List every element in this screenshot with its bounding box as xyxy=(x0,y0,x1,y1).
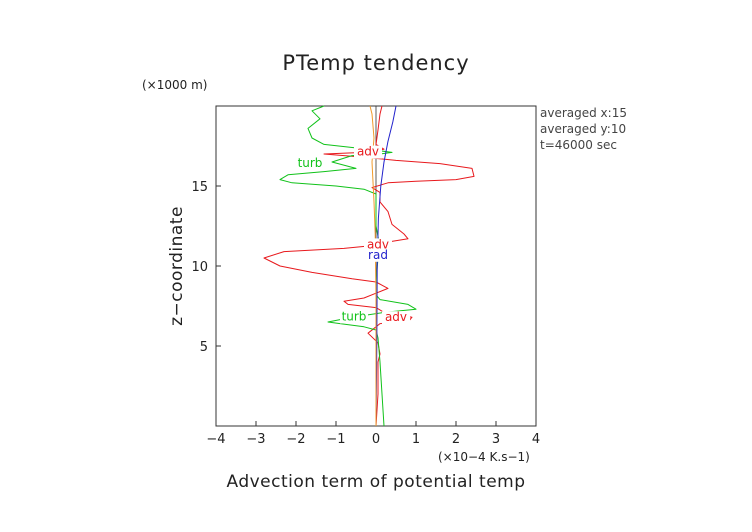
series-line-rad xyxy=(375,105,397,427)
x-tick-label: −4 xyxy=(206,432,225,447)
x-unit-label: (×10−4 K.s−1) xyxy=(438,450,530,464)
x-tick-label: 0 xyxy=(372,432,380,447)
series-line-series-4 xyxy=(369,105,377,426)
curve-label-turb: turb xyxy=(298,156,323,170)
annotation-averaged-x: averaged x:15 xyxy=(540,106,627,120)
curve-label-background xyxy=(364,248,392,262)
curve-label-background xyxy=(340,310,368,324)
x-tick-label: 1 xyxy=(412,432,420,447)
x-tick-label: 2 xyxy=(452,432,460,447)
curve-label-adv: adv xyxy=(357,145,379,159)
curve-label-background xyxy=(354,145,382,159)
y-tick-label: 10 xyxy=(191,260,208,275)
curve-label-adv: adv xyxy=(367,237,389,251)
curve-label-background xyxy=(296,156,324,170)
y-unit-label: (×1000 m) xyxy=(142,78,207,92)
y-axis-ticks: 5 10 15 xyxy=(191,180,221,355)
curve-label-background xyxy=(382,311,410,325)
x-tick-label: 3 xyxy=(492,432,500,447)
x-tick-label: 4 xyxy=(532,432,540,447)
x-tick-label: −3 xyxy=(246,432,265,447)
annotation-time: t=46000 sec xyxy=(540,138,617,152)
series-line-turb xyxy=(279,105,417,427)
curve-label-turb: turb xyxy=(342,309,367,323)
annotation-block: averaged x:15 averaged y:10 t=46000 sec xyxy=(540,106,627,152)
annotation-averaged-y: averaged y:10 xyxy=(540,122,626,136)
x-tick-label: −2 xyxy=(286,432,305,447)
curve-label-adv: adv xyxy=(385,310,407,324)
x-tick-label: −1 xyxy=(326,432,345,447)
x-axis-label: Advection term of potential temp xyxy=(226,472,525,492)
curve-label-rad: rad xyxy=(368,248,388,262)
y-axis-label: z−coordinate xyxy=(167,206,187,326)
curve-label-background xyxy=(364,238,392,252)
y-tick-label: 15 xyxy=(191,180,208,195)
chart-title: PTemp tendency xyxy=(282,51,469,75)
x-axis-ticks: −4 −3 −2 −1 0 1 2 3 4 xyxy=(206,421,540,447)
y-tick-label: 5 xyxy=(200,340,208,355)
